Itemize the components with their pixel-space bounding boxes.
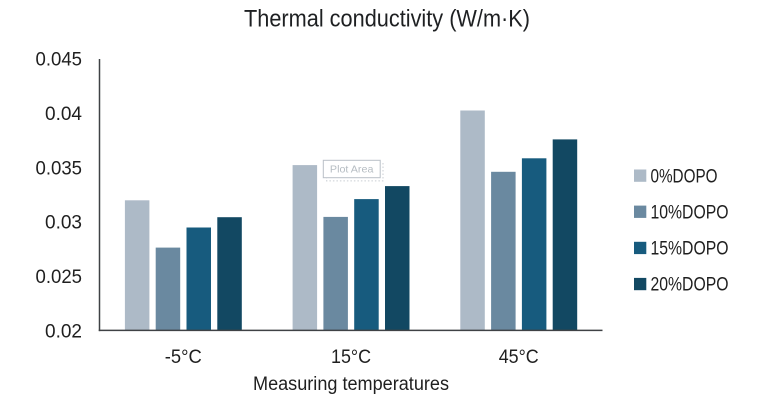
svg-text:0.02: 0.02 [45,321,82,343]
svg-text:Measuring temperatures: Measuring temperatures [253,374,449,395]
svg-text:Thermal conductivity (W/m·K): Thermal conductivity (W/m·K) [244,6,530,33]
svg-text:0.04: 0.04 [45,103,82,125]
svg-text:0.025: 0.025 [36,266,83,288]
svg-text:15%DOPO: 15%DOPO [651,238,729,260]
svg-text:20%DOPO: 20%DOPO [651,274,729,296]
svg-text:-5°C: -5°C [165,346,202,368]
svg-text:0.045: 0.045 [36,49,83,71]
svg-text:0%DOPO: 0%DOPO [651,165,718,187]
svg-text:45°C: 45°C [499,346,539,368]
svg-text:0.03: 0.03 [45,212,82,234]
svg-text:Plot Area: Plot Area [330,164,374,176]
svg-text:15°C: 15°C [331,346,371,368]
svg-text:0.035: 0.035 [36,157,83,179]
svg-text:10%DOPO: 10%DOPO [651,201,729,223]
